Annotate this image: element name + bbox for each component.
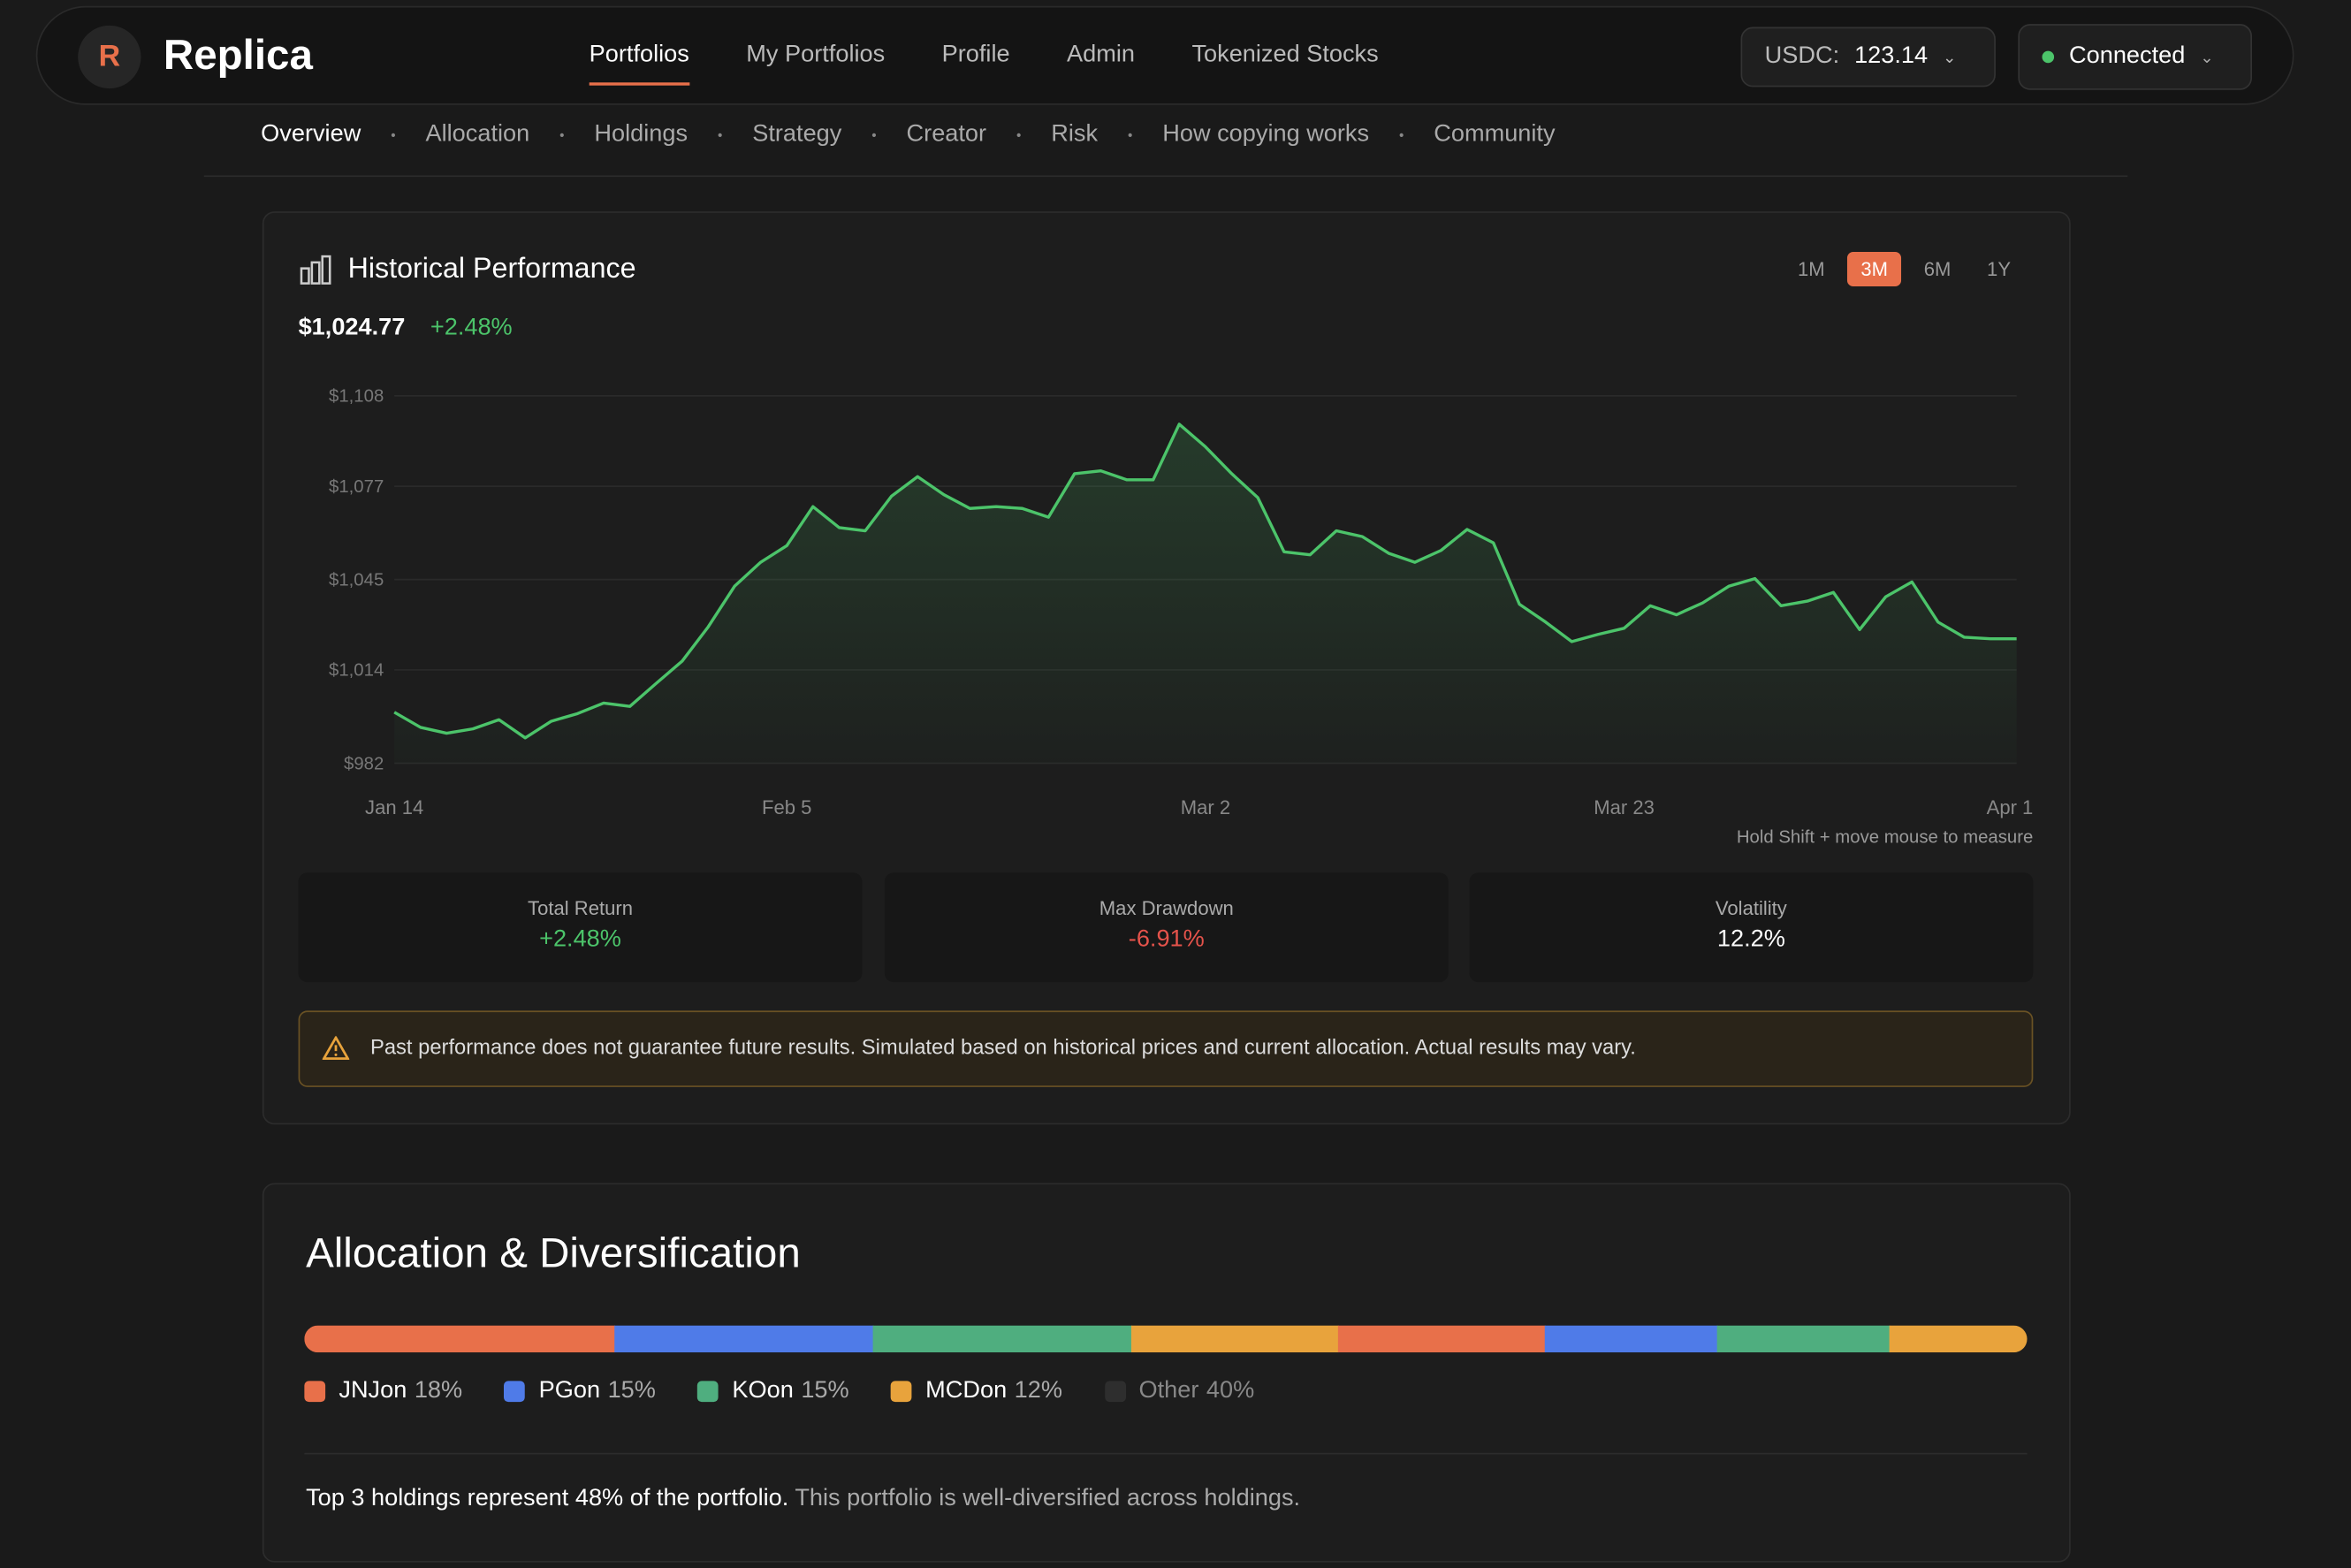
legend-name: PGon (538, 1377, 601, 1404)
disclaimer: Past performance does not guarantee futu… (370, 1034, 1636, 1059)
range-button[interactable]: 6M (1923, 257, 1952, 281)
y-tick-label: $1,108 (329, 387, 384, 407)
current-value: $1,024.77 (298, 315, 406, 341)
legend-value: 18% (414, 1377, 463, 1404)
nav-links: Portfolios My Portfolios Profile Admin Token… (589, 42, 1379, 86)
legend-name: JNJon (339, 1377, 407, 1404)
legend-value: 15% (607, 1377, 656, 1404)
nav-link[interactable]: Portfolios (589, 42, 689, 86)
tab[interactable]: How copying works (1098, 121, 1369, 148)
bar-segment (872, 1325, 1132, 1353)
allocation-title: Allocation & Diversification (306, 1229, 801, 1276)
nav-link[interactable]: Admin (1067, 42, 1135, 68)
legend-item: JNJon 18% (304, 1378, 462, 1405)
y-tick-label: $1,045 (329, 570, 384, 590)
legend-name: Other (1138, 1377, 1199, 1404)
legend-item: Other 40% (1104, 1377, 1255, 1405)
x-tick-label: Mar 23 (1594, 796, 1655, 818)
hint: Hold Shift + move mouse to measure (1736, 826, 2034, 848)
tab[interactable]: Strategy (688, 121, 841, 148)
legend-swatch (1104, 1381, 1126, 1403)
range-button[interactable]: 1M (1797, 257, 1825, 281)
disclaimer-box (298, 1010, 2034, 1087)
line (393, 422, 2017, 740)
tab[interactable]: Allocation (361, 121, 530, 148)
bar-segment (1130, 1325, 1339, 1353)
stat-label: Volatility (1715, 896, 1787, 919)
legend-name: MCDon (925, 1377, 1008, 1404)
stat-value: +2.48% (539, 926, 621, 953)
x-tick-label: Feb 5 (762, 796, 811, 818)
legend-value: 15% (801, 1377, 849, 1404)
allocation-bar (304, 1325, 2028, 1353)
chart-icon (300, 255, 331, 285)
tab[interactable]: Holdings (529, 121, 688, 148)
stat-value: 12.2% (1716, 926, 1785, 953)
tab[interactable]: Risk (986, 121, 1098, 148)
nav-link[interactable]: My Portfolios (746, 42, 886, 68)
legend: JNJon 18% PGon 15% KOon 15% MCDon 12% Other 40% (304, 1378, 1254, 1405)
brand[interactable]: Replica (163, 31, 313, 79)
nav-link[interactable]: Tokenized Stocks (1191, 42, 1379, 68)
legend-item: KOon 15% (697, 1377, 849, 1405)
divider (203, 175, 2128, 178)
balance: 123.14 (1854, 43, 1929, 70)
tab[interactable]: Community (1369, 121, 1555, 148)
bar-segment (304, 1325, 616, 1353)
stat-card: Volatility 12.2% (1469, 872, 2034, 983)
y-tick-label: $1,077 (329, 477, 384, 497)
x-tick-label: Mar 2 (1181, 796, 1230, 818)
legend-value: 40% (1206, 1377, 1255, 1404)
nav-link[interactable]: Profile (941, 42, 1010, 68)
area (394, 423, 2017, 764)
range-button[interactable]: 1Y (1987, 257, 2012, 281)
balance-label: USDC: (1764, 43, 1840, 70)
stat-label: Max Drawdown (1099, 896, 1234, 919)
divider (304, 1452, 2028, 1455)
legend-swatch (697, 1381, 719, 1403)
summary-bold: Top 3 holdings represent 48% of the port… (306, 1486, 789, 1511)
bar-segment (1716, 1325, 1891, 1353)
legend-item: MCDon 12% (891, 1378, 1062, 1405)
x-tick-label: Apr 1 (1987, 796, 2034, 818)
change: +2.48% (430, 315, 513, 341)
tab[interactable]: Overview (261, 121, 361, 148)
stat-card: Max Drawdown -6.91% (884, 872, 1449, 983)
bar-segment (1544, 1325, 1718, 1353)
logo[interactable]: R (78, 25, 141, 89)
x-tick-label: Jan 14 (365, 796, 423, 818)
legend-value: 12% (1014, 1377, 1063, 1404)
status: Connected (2069, 43, 2186, 70)
legend-item: PGon 15% (504, 1377, 656, 1405)
y-tick-label: $1,014 (329, 661, 384, 681)
bar-segment (1337, 1325, 1546, 1353)
allocation-card (262, 1183, 2071, 1563)
summary: This portfolio is well-diversified acros… (795, 1486, 1301, 1511)
stat-value: -6.91% (1128, 926, 1205, 953)
connect-button[interactable]: Connected ⌄ (2018, 24, 2252, 90)
balance-button[interactable]: USDC: 123.14 ⌄ (1740, 27, 1996, 88)
card-title: Historical Performance (347, 253, 636, 285)
bar-segment (614, 1325, 874, 1353)
bar-segment (1889, 1325, 2028, 1353)
warning-icon (322, 1036, 350, 1061)
tab[interactable]: Creator (841, 121, 987, 148)
stat-label: Total Return (528, 896, 633, 919)
legend-swatch (891, 1381, 912, 1403)
tabs: OverviewAllocationHoldingsStrategyCreato… (261, 121, 1555, 148)
range-button[interactable]: 3M (1847, 251, 1902, 287)
y-tick-label: $982 (344, 754, 384, 773)
range-buttons: 1M 3M 6M 1Y (1784, 251, 2025, 287)
stat-card: Total Return +2.48% (298, 872, 863, 983)
summary-line: Top 3 holdings represent 48% of the port… (306, 1486, 1300, 1513)
legend-swatch (304, 1381, 326, 1403)
legend-name: KOon (732, 1377, 794, 1404)
legend-swatch (504, 1381, 526, 1403)
